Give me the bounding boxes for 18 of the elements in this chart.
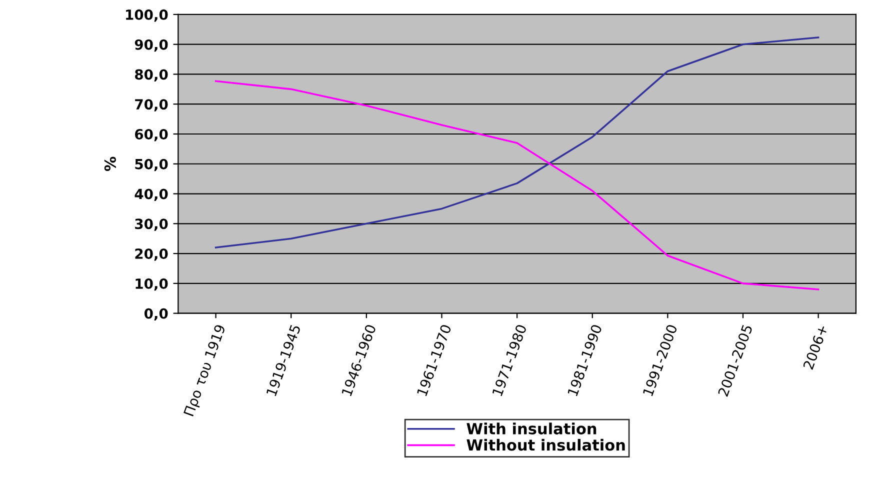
line-series xyxy=(214,80,820,290)
y-axis-title: % xyxy=(104,156,116,172)
legend-label: Without insulation xyxy=(466,438,625,451)
y-tick-label: 0,0 xyxy=(144,308,168,321)
x-tick-label: 2006+ xyxy=(802,324,828,370)
y-tick-label: 10,0 xyxy=(136,278,168,291)
y-tick-label: 90,0 xyxy=(134,39,168,52)
y-tick-label: 30,0 xyxy=(135,218,168,231)
y-tick-label: 50,0 xyxy=(135,158,168,172)
y-tick-label: 70,0 xyxy=(135,99,168,112)
legend-label: With insulation xyxy=(466,422,596,434)
y-tick-label: 40,0 xyxy=(134,188,168,202)
y-tick-label: 100,0 xyxy=(126,9,168,22)
x-tick-label: Προ του 1919 xyxy=(183,324,228,418)
y-tick-label: 80,0 xyxy=(135,69,168,82)
y-tick-label: 20,0 xyxy=(135,248,168,261)
y-tick-label: 60,0 xyxy=(135,128,168,142)
line-series xyxy=(214,36,820,248)
